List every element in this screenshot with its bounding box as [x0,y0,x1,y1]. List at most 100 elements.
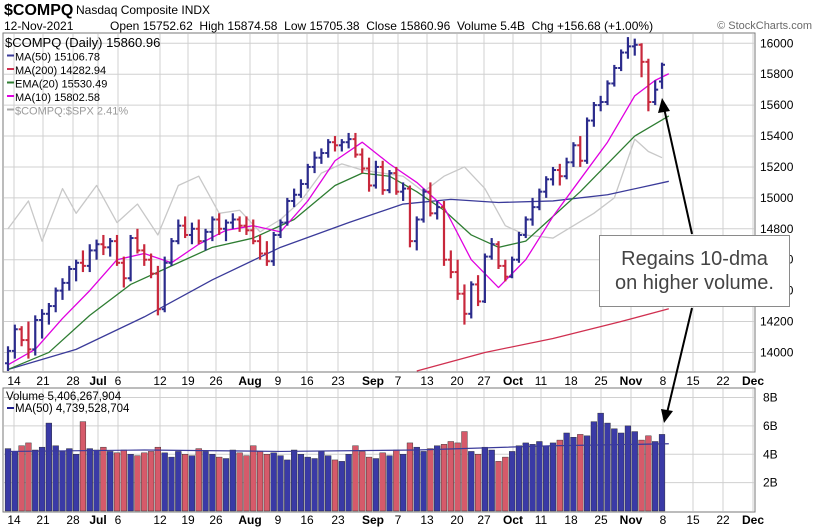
legend-swatch [7,95,14,97]
ohlc-bar [406,185,413,248]
volume-bar [52,445,59,512]
volume-bar [658,434,666,512]
ohlc-bar [79,250,86,273]
annotation-line-1: Regains 10-dma [621,248,768,270]
ohlc-bar [66,265,73,291]
volume-bar [563,432,570,512]
ohlc-bar [216,213,223,235]
volume-bar [100,446,107,512]
ohlc-bar [577,136,584,167]
x-tick-label: 9 [275,513,282,527]
volume-bar [229,449,236,512]
ohlc-bar [277,219,284,239]
volume-bar [175,451,182,512]
ohlc-bar [195,219,202,245]
volume-bar [440,444,448,512]
x-tick-label: 8 [660,374,667,388]
ohlc-bar [604,80,611,106]
ohlc-bar [93,239,100,260]
x-tick-label: Jul [89,513,106,527]
ohlc-bar [447,250,454,279]
x-tick-label: 27 [477,374,491,388]
ohlc-bar [638,43,645,78]
volume-tick-label: 4B [763,447,778,461]
ohlc-bar [86,244,93,273]
volume-bar [372,458,379,512]
x-tick-label: 25 [594,513,608,527]
ohlc-bar [297,179,304,198]
legend-entry: MA(200) 14282.94 [15,65,106,77]
volume-bar [291,449,298,512]
ohlc-bar [345,132,352,149]
volume-bar [454,442,461,512]
ohlc-bar [161,256,168,313]
legend-swatch [7,108,14,111]
x-tick-label: 19 [181,374,195,388]
ohlc-bar [148,253,155,279]
ohlc-bar [134,228,141,254]
price-tick-label: 15400 [760,129,794,143]
x-tick-label: 16 [300,513,314,527]
ohlc-bar [39,309,46,339]
ohlc-bar [481,253,488,303]
ohlc-bar [652,80,659,106]
x-tick-label: 27 [477,513,491,527]
volume-bar [216,456,223,512]
x-tick-label: 12 [153,513,167,527]
ohlc-bar [223,219,229,242]
volume-bar [611,428,618,512]
ohlc-bar [188,222,195,245]
ohlc-bar [100,234,107,256]
volume-bar [618,432,625,512]
legend-entry: $COMPQ (Daily) 15860.96 [5,35,160,50]
ohlc-bar [563,157,570,180]
volume-bar [304,456,311,512]
ohlc-bar [359,148,366,174]
symbol-title: $COMPQ [4,2,73,19]
ohlc-bar [18,326,25,347]
price-tick-label: 15600 [760,98,794,112]
x-tick-label: 26 [209,513,223,527]
volume-bar [154,446,161,512]
ohlc-bar [584,117,591,164]
volume-bar [93,449,100,512]
ohlc-bar [468,281,475,319]
volume-bar [604,422,611,512]
ohlc-bar [291,188,298,208]
volume-bar [447,441,454,512]
volume-bar [113,452,121,512]
volume-bar [222,458,230,512]
x-tick-label: 15 [686,513,700,527]
ohlc-bar [11,324,18,359]
ohlc-bar [107,238,114,257]
ohlc-bar [550,166,556,186]
volume-bar [365,456,373,512]
ohlc-bar [59,278,66,300]
ohlc-bar [318,148,325,164]
volume-bar [243,455,250,512]
volume-bar [461,431,468,512]
volume-bar [202,451,209,512]
x-tick-label: 20 [450,374,464,388]
price-tick-label: 15200 [760,160,794,174]
volume-bar [495,461,502,512]
volume-bar [59,451,66,512]
volume-bar [256,451,264,512]
volume-bar [120,449,127,512]
price-tick-label: 15000 [760,191,794,205]
volume-bar [515,445,523,512]
x-tick-label: 15 [686,374,700,388]
x-tick-label: Aug [238,374,261,388]
x-tick-label: 12 [153,374,167,388]
volume-bar [502,456,509,512]
volume-bar [522,442,529,512]
volume-bar [270,452,277,512]
ma200-line [416,308,669,372]
volume-bar [352,445,359,512]
volume-bar [107,451,114,512]
price-axis: 1400014200144001460014800150001520015400… [760,36,794,359]
legend-entry: MA(50) 4,739,528,704 [15,403,130,415]
volume-bar [379,452,386,512]
x-tick-label: 14 [7,374,21,388]
